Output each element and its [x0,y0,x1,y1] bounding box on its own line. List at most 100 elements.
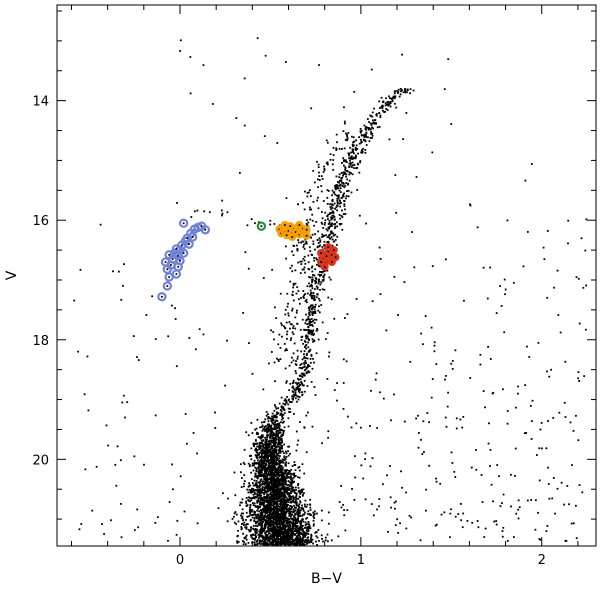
star-point [371,134,374,137]
star-point [277,523,279,526]
star-point [279,517,281,520]
star-point [294,469,297,472]
star-point [255,450,258,453]
star-point [278,428,281,431]
star-point [294,282,297,285]
star-point [273,481,276,484]
star-point [296,497,298,500]
star-point [288,492,291,495]
star-point [529,404,532,407]
star-point [355,144,358,147]
star-point [294,397,297,400]
star-point [360,134,363,137]
star-point [306,352,308,355]
star-point [499,285,502,287]
star-point [174,318,177,320]
star-point [372,121,375,124]
star-point [280,540,283,543]
star-point [308,324,311,327]
star-point [262,277,265,279]
star-point [286,534,289,537]
star-point [297,514,299,516]
star-point [79,268,82,271]
star-point [167,539,169,542]
star-point [292,539,295,542]
star-point [285,532,288,535]
star-point [342,157,345,159]
star-point [285,522,288,525]
star-point [327,190,330,192]
star-point [198,328,201,331]
star-point [261,474,264,477]
star-point [273,452,276,455]
star-point [280,536,282,539]
star-point [307,337,310,340]
star-point [342,164,345,167]
star-point [283,443,286,446]
star-point [240,512,243,515]
star-point [226,339,228,342]
star-point [254,489,257,491]
star-point [316,286,319,289]
star-point [287,302,289,305]
star-point [307,254,310,257]
star-point [265,455,268,458]
star-point [275,317,278,320]
star-point [378,498,381,500]
star-point [367,128,370,131]
star-point [477,526,480,529]
star-point [314,303,317,306]
star-point [382,397,385,400]
star-point [255,427,258,430]
star-point [331,207,334,209]
star-point [363,136,366,138]
star-point [283,537,286,539]
star-point [299,501,302,504]
star-point [266,514,269,517]
star-point [280,544,283,546]
star-point [451,359,454,362]
star-point [362,138,365,141]
star-point [269,489,271,492]
star-point [333,202,336,205]
star-point [280,461,283,464]
star-point [281,517,283,520]
star-point [364,452,367,455]
star-point [278,541,281,544]
star-point [304,499,307,502]
star-point [297,520,300,523]
star-point [297,466,300,469]
star-point [368,121,370,123]
star-point [264,436,266,439]
star-point [260,457,263,460]
star-point [302,243,305,246]
star-point [304,511,306,514]
star-point [305,347,308,350]
star-point [278,333,281,336]
star-point [275,523,278,526]
star-point [286,519,289,522]
star-point [346,170,349,173]
star-point [268,465,270,467]
star-point [446,405,449,408]
star-point [297,527,300,530]
star-point [269,435,272,438]
star-point [538,479,541,482]
star-point [257,461,260,464]
star-point [395,500,397,503]
star-point [291,270,294,273]
star-point [578,322,581,325]
star-point [312,305,315,308]
star-point [291,540,294,543]
star-point [277,513,280,515]
star-point [311,330,314,333]
star-point [271,462,274,465]
highlighted-star [162,281,173,291]
star-point [269,449,272,452]
star-point [269,532,272,535]
star-point [326,202,329,205]
star-point [260,503,263,506]
star-point [262,516,265,519]
star-point [268,439,271,442]
